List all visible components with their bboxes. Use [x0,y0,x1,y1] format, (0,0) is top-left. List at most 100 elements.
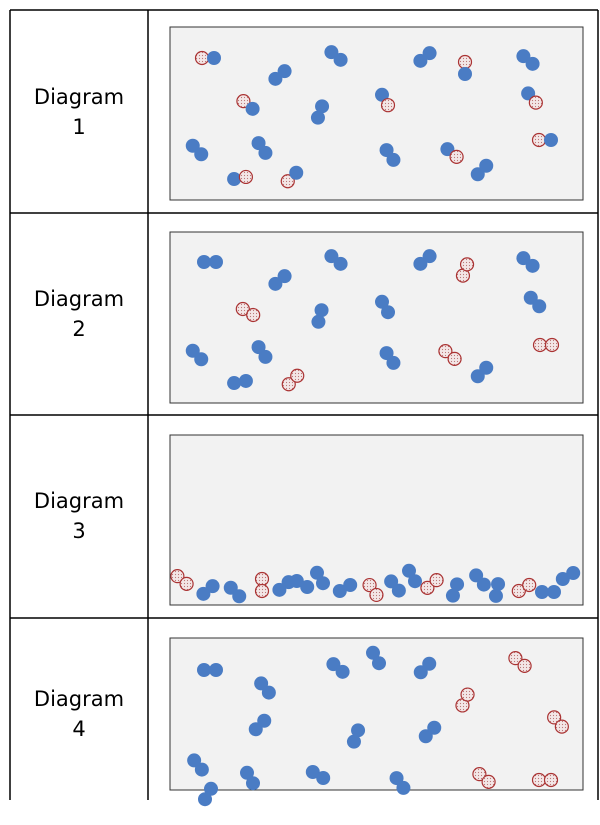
red-atom [460,687,475,702]
red-atom [369,587,384,603]
blue-atom [427,720,442,735]
blue-atom [386,355,401,370]
blue-atom [366,645,380,660]
blue-atom [240,765,254,780]
row-label: Diagram [34,489,124,513]
molecules [170,45,581,807]
blue-atom [289,574,304,588]
red-atom [420,580,435,595]
red-atom [517,658,532,673]
row-number: 3 [72,519,85,543]
blue-atom [258,145,273,160]
red-atom [236,94,251,109]
blue-atom [389,771,404,786]
red-atom [457,54,473,70]
blue-atom [391,583,406,598]
blue-atom [413,256,428,271]
blue-atom [227,376,242,391]
blue-atom [227,172,242,187]
blue-atom [379,346,394,361]
blue-atom [402,563,416,578]
blue-atom [316,576,330,591]
blue-atom [343,578,358,592]
blue-atom [310,565,324,580]
row-label: Diagram [34,287,124,311]
red-atom [547,710,562,725]
blue-atom [223,580,238,595]
blue-atom [277,269,292,284]
blue-atom [516,49,531,64]
row-number: 1 [72,115,85,139]
blue-atom [458,67,472,81]
blue-atom [525,258,540,273]
red-atom [235,301,250,317]
red-atom [459,257,475,272]
table-grid [9,9,599,800]
blue-atom [470,167,485,182]
blue-atom [379,143,394,158]
red-atom [170,569,185,584]
blue-atom [196,586,211,601]
blue-atom [418,729,433,744]
blue-atom [381,305,395,320]
row-number: 4 [72,717,85,741]
blue-atom [408,574,422,589]
blue-atom [205,579,220,594]
blue-atom [251,136,266,151]
blue-atom [523,290,538,305]
red-atom [438,344,453,359]
red-atom [179,576,194,591]
blue-atom [372,656,386,671]
red-atom [246,307,261,323]
red-atom [281,377,296,392]
blue-atom [315,99,330,114]
blue-atom [197,255,211,269]
red-atom [254,583,270,599]
blue-atom [198,792,212,807]
blue-atom [314,303,329,318]
blue-atom [422,656,437,671]
blue-atom [422,46,437,61]
red-atom [290,368,305,383]
red-atom [449,149,464,164]
blue-atom [535,585,549,599]
blue-atom [257,713,272,728]
row-label: Diagram [34,85,124,109]
blue-atom [316,771,331,785]
blue-atom [386,152,401,167]
red-atom [238,169,254,185]
blue-atom [268,276,283,291]
red-atom [522,577,537,593]
blue-atom [185,343,200,358]
red-atom [531,772,547,788]
blue-atom [254,676,269,691]
blue-atom [209,255,223,269]
blue-atom [300,580,315,594]
red-atom [554,719,569,734]
blue-atom [351,723,366,738]
blue-atom [311,314,326,329]
blue-atom [204,781,218,796]
blue-atom [268,71,283,86]
blue-atom [413,665,428,680]
red-atom [362,577,377,593]
blue-atom [324,45,339,60]
blue-atom [525,56,540,71]
blue-atom [450,577,465,592]
blue-atom [544,133,558,147]
blue-atom [194,147,209,162]
blue-atom [413,53,428,68]
blue-atom [516,251,531,266]
red-atom [531,132,547,148]
blue-atom [272,582,287,597]
blue-atom [324,249,339,264]
blue-atom [476,577,491,592]
blue-atom [238,373,253,388]
blue-atom [232,589,247,604]
blue-atom [332,584,347,598]
red-atom [481,774,496,789]
blue-atom [479,360,494,375]
blue-atom [422,249,437,264]
blue-atom [491,577,506,592]
